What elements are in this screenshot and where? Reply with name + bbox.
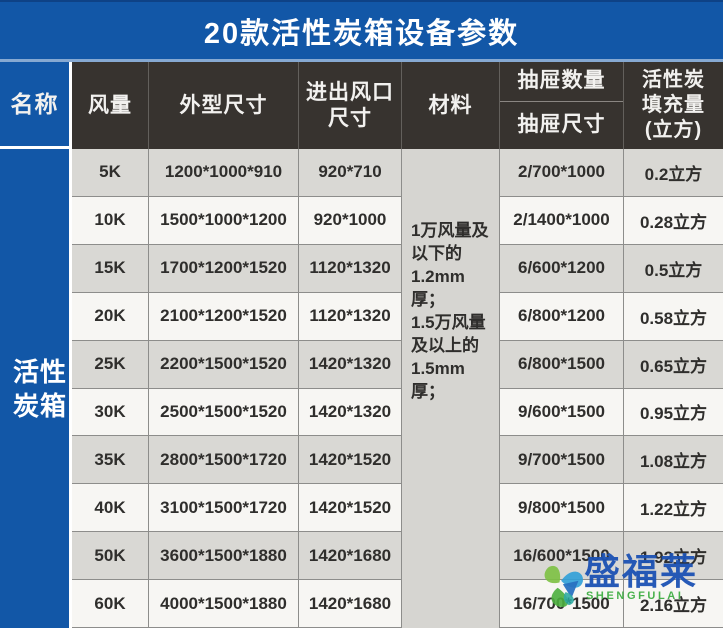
- carbon-fill-cell: 0.28立方: [624, 196, 723, 245]
- drawer-cell: 16/600*1500: [500, 532, 624, 581]
- airflow-cell: 30K: [72, 388, 149, 437]
- dimensions-cell: 1200*1000*910: [149, 149, 299, 197]
- col-header-material: 材料: [402, 62, 500, 149]
- dimensions-cell: 2800*1500*1720: [149, 436, 299, 485]
- dimensions-cell: 4000*1500*1880: [149, 580, 299, 628]
- carbon-fill-cell: 0.65立方: [624, 340, 723, 389]
- airflow-cell: 15K: [72, 244, 149, 293]
- carbon-fill-cell: 0.2立方: [624, 149, 723, 197]
- drawer-cell: 6/800*1200: [500, 292, 624, 341]
- col-header-carbon-fill: 活性炭 填充量 (立方): [624, 62, 723, 149]
- inlet-outlet-cell: 1420*1680: [299, 532, 402, 581]
- airflow-cell: 10K: [72, 196, 149, 245]
- drawer-cell: 2/1400*1000: [500, 196, 624, 245]
- col-header-drawer-size: 抽屉尺寸: [517, 113, 606, 137]
- inlet-outlet-cell: 1420*1320: [299, 340, 402, 389]
- dimensions-cell: 1500*1000*1200: [149, 196, 299, 245]
- airflow-cell: 60K: [72, 580, 149, 628]
- carbon-fill-cell: 1.92立方: [624, 532, 723, 581]
- carbon-fill-cell: 0.5立方: [624, 244, 723, 293]
- col-header-dimensions: 外型尺寸: [149, 62, 299, 149]
- drawer-cell: 6/600*1200: [500, 244, 624, 293]
- airflow-cell: 25K: [72, 340, 149, 389]
- col-header-name: 名称: [0, 62, 72, 149]
- inlet-outlet-cell: 1420*1320: [299, 388, 402, 437]
- dimensions-cell: 2100*1200*1520: [149, 292, 299, 341]
- carbon-fill-cell: 1.08立方: [624, 436, 723, 485]
- carbon-fill-cell: 1.22立方: [624, 484, 723, 533]
- airflow-cell: 5K: [72, 149, 149, 197]
- dimensions-cell: 1700*1200*1520: [149, 244, 299, 293]
- inlet-outlet-cell: 920*710: [299, 149, 402, 197]
- airflow-cell: 40K: [72, 484, 149, 533]
- airflow-cell: 50K: [72, 532, 149, 581]
- page-title-text: 20款活性炭箱设备参数: [203, 17, 520, 50]
- drawer-cell: 9/700*1500: [500, 436, 624, 485]
- inlet-outlet-cell: 1120*1320: [299, 292, 402, 341]
- carbon-fill-cell: 0.58立方: [624, 292, 723, 341]
- col-header-drawer-qty: 抽屉数量: [500, 62, 623, 102]
- drawer-cell: 9/800*1500: [500, 484, 624, 533]
- page-title: 20款活性炭箱设备参数: [0, 0, 723, 62]
- row-group-label: 活性 炭箱: [0, 149, 72, 628]
- dimensions-cell: 2200*1500*1520: [149, 340, 299, 389]
- inlet-outlet-cell: 1420*1520: [299, 436, 402, 485]
- inlet-outlet-cell: 1120*1320: [299, 244, 402, 293]
- inlet-outlet-cell: 1420*1520: [299, 484, 402, 533]
- col-header-inlet-outlet: 进出风口 尺寸: [299, 62, 402, 149]
- dimensions-cell: 3600*1500*1880: [149, 532, 299, 581]
- inlet-outlet-cell: 920*1000: [299, 196, 402, 245]
- spec-table: 名称 风量 外型尺寸 进出风口 尺寸 材料 抽屉数量 抽屉尺寸 活性炭 填充量 …: [0, 62, 723, 628]
- drawer-cell: 2/700*1000: [500, 149, 624, 197]
- material-note: 1万风量及 以下的 1.2mm厚； 1.5万风量 及以上的 1.5mm厚；: [402, 149, 500, 628]
- dimensions-cell: 2500*1500*1520: [149, 388, 299, 437]
- inlet-outlet-cell: 1420*1680: [299, 580, 402, 628]
- col-header-drawer: 抽屉数量 抽屉尺寸: [500, 62, 624, 149]
- carbon-fill-cell: 2.16立方: [624, 580, 723, 628]
- col-header-airflow: 风量: [72, 62, 149, 149]
- drawer-cell: 16/700*1500: [500, 580, 624, 628]
- drawer-cell: 6/800*1500: [500, 340, 624, 389]
- carbon-fill-cell: 0.95立方: [624, 388, 723, 437]
- drawer-cell: 9/600*1500: [500, 388, 624, 437]
- airflow-cell: 35K: [72, 436, 149, 485]
- dimensions-cell: 3100*1500*1720: [149, 484, 299, 533]
- airflow-cell: 20K: [72, 292, 149, 341]
